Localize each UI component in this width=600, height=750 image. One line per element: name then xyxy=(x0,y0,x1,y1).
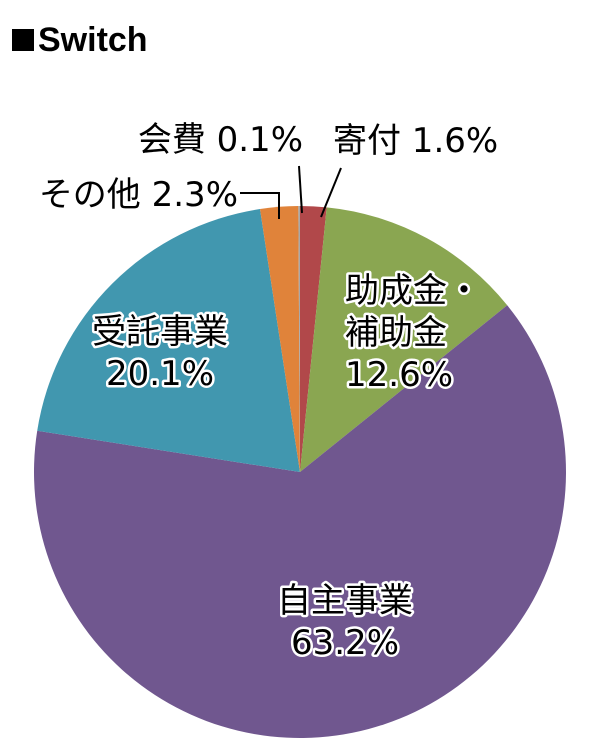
slice-label: 寄付 1.6% xyxy=(333,121,498,161)
pie-slice xyxy=(34,305,567,739)
pie-slices xyxy=(34,206,567,739)
pie-slice xyxy=(300,207,508,472)
leader-line xyxy=(240,192,280,219)
slice-label: 助成金・補助金 12.6% xyxy=(345,271,481,395)
slice-labels: 寄付 1.6% 助成金・補助金 12.6% 自主事業 63.2% 受託事業 20.1% その他… xyxy=(39,120,498,666)
chart-title: Switch xyxy=(12,20,148,60)
slice-label: 受託事業 20.1% xyxy=(92,312,228,394)
leader-line xyxy=(320,167,342,218)
pie-slice xyxy=(37,209,300,472)
pie-slice xyxy=(300,206,327,472)
slice-label: その他 2.3% xyxy=(39,175,238,215)
chart-title-text: Switch xyxy=(38,21,148,59)
slice-label: 自主事業 63.2% xyxy=(277,581,413,663)
slice-label: 会費 0.1% xyxy=(138,120,303,160)
pie-slice xyxy=(298,206,300,472)
leader-lines xyxy=(240,165,342,219)
square-bullet-icon xyxy=(12,29,34,51)
leader-line xyxy=(298,165,303,214)
pie-slice xyxy=(260,206,300,472)
